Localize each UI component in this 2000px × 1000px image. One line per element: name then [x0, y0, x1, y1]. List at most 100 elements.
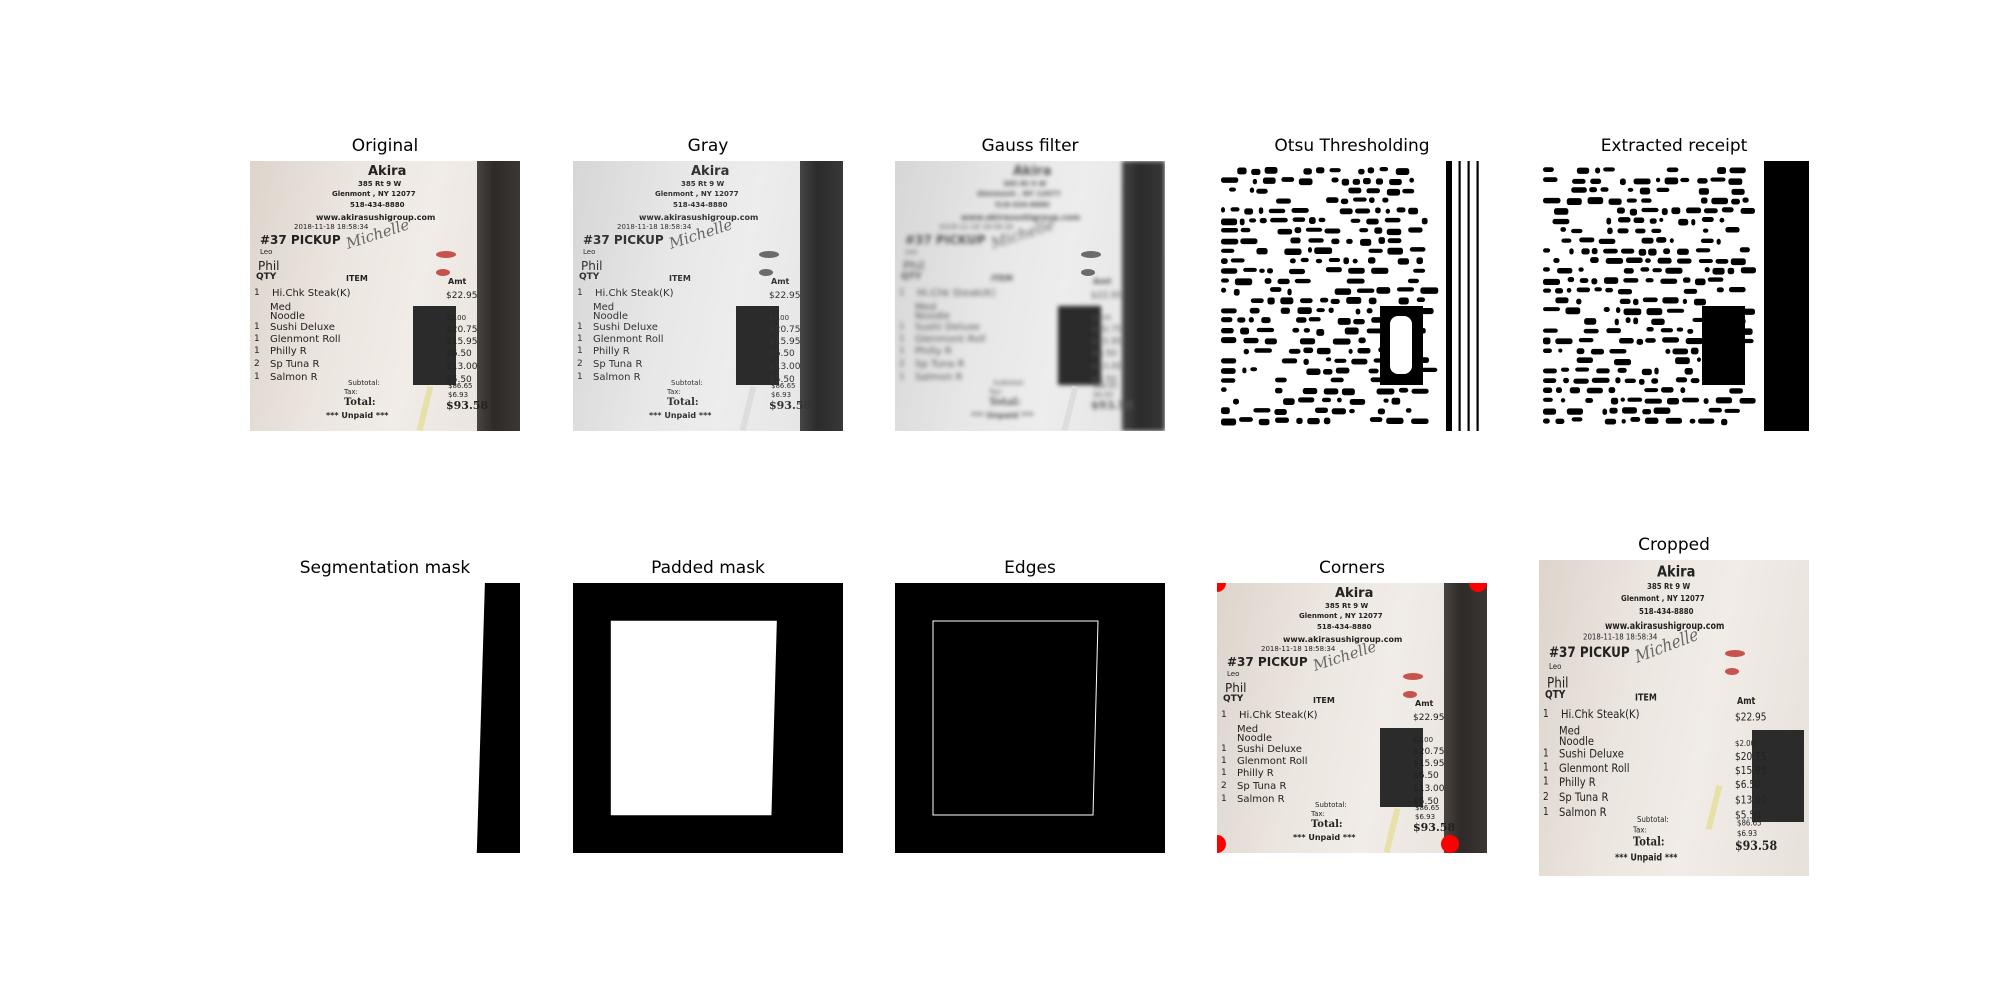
text-blob: [1680, 387, 1686, 394]
receipt-address1: 385 Rt 9 W: [1647, 582, 1691, 592]
text-blob: [1576, 357, 1594, 364]
text-blob: [1409, 177, 1415, 183]
receipt-address1: 385 Rt 9 W: [1325, 602, 1369, 610]
text-blob: [1242, 367, 1247, 374]
red-object: [759, 251, 779, 258]
text-blob: [1543, 177, 1558, 182]
text-blob: [1309, 217, 1316, 225]
text-blob: [1294, 278, 1311, 284]
text-blob: [1283, 398, 1295, 406]
text-blob: [1244, 208, 1254, 215]
text-blob: [1725, 227, 1740, 233]
text-blob: [1398, 387, 1409, 393]
text-blob: [1239, 218, 1245, 226]
text-blob: [1555, 387, 1562, 393]
panel-title: Segmentation mask: [299, 558, 471, 578]
receipt-item-amt: $6.50: [769, 349, 795, 359]
receipt-item-name: Sp Tuna R: [915, 359, 965, 370]
text-blob: [1256, 188, 1268, 194]
receipt-item-amt: $13.00: [446, 362, 478, 372]
receipt-col-amt: Amt: [1415, 699, 1434, 708]
text-blob: [1682, 397, 1700, 403]
receipt-item-name: Salmon R: [1237, 794, 1285, 805]
receipt-item-name: Salmon R: [1559, 806, 1607, 820]
text-blob: [1730, 258, 1746, 266]
text-blob: [1386, 228, 1402, 236]
text-blob: [1543, 418, 1550, 424]
text-blob: [1616, 207, 1625, 214]
text-blob: [1690, 378, 1700, 384]
receipt-item-amt: $5.50: [1091, 375, 1117, 385]
text-blob: [1421, 217, 1428, 225]
black-card: [1380, 728, 1423, 807]
text-blob: [1645, 278, 1654, 283]
text-blob: [1740, 267, 1756, 274]
text-blob: [1701, 217, 1714, 222]
corner-marker: [1217, 583, 1226, 592]
text-blob: [1334, 358, 1347, 363]
text-blob: [1543, 387, 1553, 393]
text-blob: [1660, 278, 1678, 284]
text-blob: [1691, 218, 1696, 226]
text-blob: [1386, 417, 1404, 425]
text-blob: [1697, 178, 1708, 184]
text-blob: [1308, 238, 1324, 243]
text-blob: [1543, 337, 1551, 345]
text-blob: [1721, 418, 1728, 426]
receipt-subtotal-label: Subtotal:: [1315, 801, 1347, 809]
text-blob: [1374, 227, 1383, 234]
text-blob: [1543, 167, 1554, 172]
text-blob: [1405, 408, 1412, 413]
panel-image: Akira 385 Rt 9 W Glenmont , NY 12077 518…: [250, 161, 520, 431]
text-blob: [1228, 187, 1236, 192]
text-blob: [1663, 248, 1671, 255]
text-blob: [1665, 417, 1683, 424]
text-blob: [1419, 367, 1438, 372]
text-blob: [1590, 257, 1599, 263]
panel-title: Gauss filter: [981, 136, 1079, 156]
text-blob: [1411, 418, 1429, 425]
text-blob: [1641, 368, 1652, 376]
receipt-item-amt: $22.95: [1413, 713, 1445, 723]
receipt-subtotal: $86.65: [1737, 818, 1762, 828]
text-blob: [1566, 287, 1572, 293]
receipt-item-qty: 1: [1221, 710, 1227, 720]
text-blob: [1356, 288, 1375, 293]
text-blob: [1584, 318, 1597, 325]
receipt-item-name: Philly R: [1559, 776, 1596, 790]
text-blob: [1297, 307, 1312, 314]
mask-rectangle: [610, 620, 777, 816]
text-blob: [1367, 257, 1376, 264]
receipt-order: #37 PICKUP: [905, 233, 986, 247]
text-blob: [1575, 367, 1590, 372]
text-blob: [1416, 297, 1426, 303]
panel-image: [1539, 161, 1809, 431]
text-blob: [1700, 197, 1708, 204]
text-blob: [1617, 228, 1629, 234]
text-blob: [1378, 237, 1385, 244]
text-blob: [1602, 408, 1608, 415]
text-blob: [1669, 238, 1674, 243]
text-blob: [1294, 227, 1302, 234]
text-blob: [1262, 177, 1276, 184]
receipt-customer: Phil: [1225, 681, 1247, 695]
text-blob: [1608, 387, 1616, 394]
text-blob: [1571, 228, 1583, 234]
text-blob: [1627, 187, 1634, 192]
text-blob: [1649, 218, 1657, 224]
text-blob: [1249, 218, 1257, 223]
edges-outline: [932, 620, 1099, 816]
text-blob: [1350, 218, 1361, 223]
text-blob: [1595, 167, 1601, 174]
text-blob: [1240, 238, 1258, 245]
receipt-item-name: Sushi Deluxe: [1237, 744, 1302, 755]
receipt-server: Leo: [1549, 661, 1562, 672]
text-blob: [1543, 267, 1550, 272]
text-blob: [1707, 277, 1724, 282]
text-blob: [1396, 287, 1415, 292]
receipt-address2: Glenmont , NY 12077: [1621, 593, 1705, 604]
text-blob: [1396, 207, 1406, 213]
text-blob: [1571, 417, 1583, 422]
receipt-item-qty: 1: [1543, 806, 1549, 819]
text-blob: [1261, 317, 1271, 324]
